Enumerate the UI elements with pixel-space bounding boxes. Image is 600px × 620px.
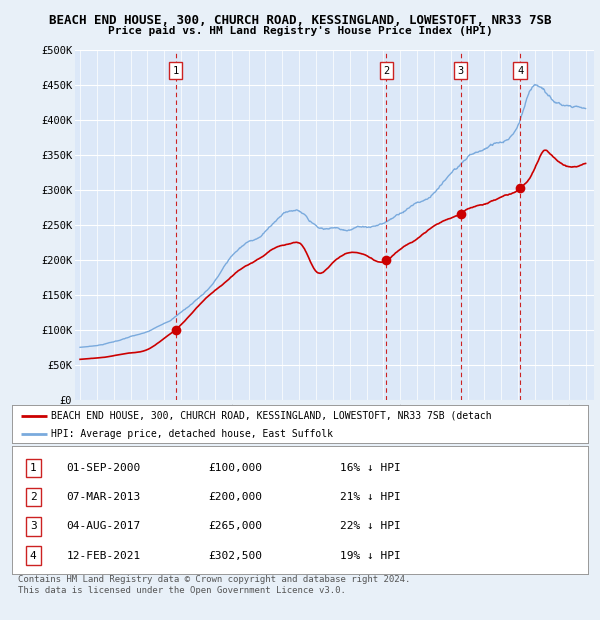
Text: 19% ↓ HPI: 19% ↓ HPI [340,551,401,560]
Text: 2: 2 [383,66,389,76]
Text: 1: 1 [172,66,179,76]
Text: Contains HM Land Registry data © Crown copyright and database right 2024.
This d: Contains HM Land Registry data © Crown c… [18,575,410,595]
Text: BEACH END HOUSE, 300, CHURCH ROAD, KESSINGLAND, LOWESTOFT, NR33 7SB (detach: BEACH END HOUSE, 300, CHURCH ROAD, KESSI… [51,410,492,420]
Text: 4: 4 [30,551,37,560]
Text: 1: 1 [30,463,37,473]
Text: £100,000: £100,000 [208,463,262,473]
Text: 21% ↓ HPI: 21% ↓ HPI [340,492,401,502]
Text: 07-MAR-2013: 07-MAR-2013 [67,492,141,502]
Text: 2: 2 [30,492,37,502]
Text: 01-SEP-2000: 01-SEP-2000 [67,463,141,473]
Text: HPI: Average price, detached house, East Suffolk: HPI: Average price, detached house, East… [51,428,333,439]
Text: BEACH END HOUSE, 300, CHURCH ROAD, KESSINGLAND, LOWESTOFT, NR33 7SB: BEACH END HOUSE, 300, CHURCH ROAD, KESSI… [49,14,551,27]
Text: 04-AUG-2017: 04-AUG-2017 [67,521,141,531]
Text: 3: 3 [30,521,37,531]
Text: 22% ↓ HPI: 22% ↓ HPI [340,521,401,531]
Text: £302,500: £302,500 [208,551,262,560]
Text: Price paid vs. HM Land Registry's House Price Index (HPI): Price paid vs. HM Land Registry's House … [107,26,493,36]
Text: 4: 4 [517,66,523,76]
Text: 12-FEB-2021: 12-FEB-2021 [67,551,141,560]
Text: 3: 3 [457,66,464,76]
Text: £200,000: £200,000 [208,492,262,502]
Text: 16% ↓ HPI: 16% ↓ HPI [340,463,401,473]
Text: £265,000: £265,000 [208,521,262,531]
